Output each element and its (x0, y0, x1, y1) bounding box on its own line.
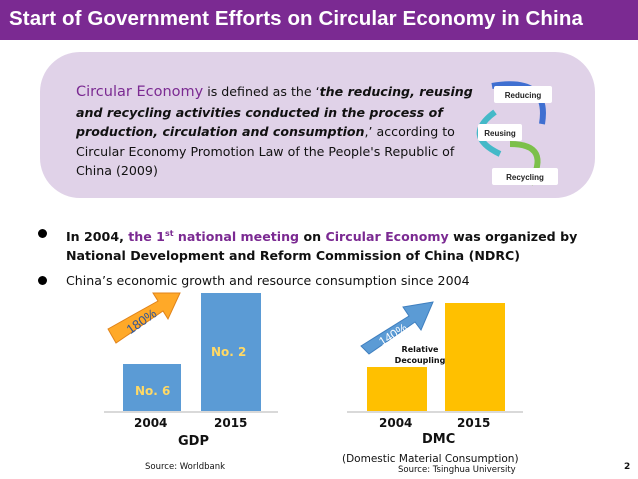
dmc-bar-2004 (367, 367, 427, 411)
gdp-tick-2004: 2004 (134, 416, 168, 430)
dmc-tick-2004: 2004 (379, 416, 413, 430)
definition-lead: is defined as the ‘ (203, 84, 320, 99)
gdp-bar-2015 (201, 293, 261, 411)
relative-decoupling-note: Relative Decoupling (385, 344, 455, 366)
gdp-bar-label-2004: No. 6 (135, 384, 171, 398)
bullet-growth: China’s economic growth and resource con… (36, 271, 616, 290)
gdp-tick-2015: 2015 (214, 416, 248, 430)
bullet-dot (38, 229, 47, 238)
bullet-1-text: In 2004, (66, 229, 129, 245)
bullet-ndrc-meeting: In 2004, the 1st national meeting on Cir… (36, 224, 616, 265)
bullet-2-text: China’s economic growth and resource con… (66, 273, 470, 289)
decoupling-line-1: Relative (401, 345, 439, 354)
gdp-title: GDP (178, 434, 209, 449)
gdp-axis (104, 411, 278, 413)
bullet-1-term: Circular Economy (325, 229, 449, 245)
decoupling-line-2: Decoupling (394, 356, 446, 365)
definition-text: Circular Economy is defined as the ‘the … (76, 82, 476, 181)
dmc-growth-arrow: 140% (360, 301, 434, 355)
dmc-title: DMC (422, 432, 456, 447)
gdp-growth-arrow: 180% (107, 292, 181, 344)
slide-title: Start of Government Efforts on Circular … (9, 7, 583, 30)
definition-quote: the reducing, reusing and recycling acti… (76, 84, 473, 140)
cycle-label-reusing: Reusing (484, 129, 516, 138)
gdp-bar-label-2015: No. 2 (211, 345, 247, 359)
cycle-label-recycling: Recycling (506, 173, 544, 182)
dmc-source: Source: Tsinghua University (398, 465, 516, 475)
cycle-label-reducing: Reducing (505, 91, 542, 100)
bullet-1-highlight: the 1st national meeting (128, 229, 300, 245)
dmc-axis (347, 411, 523, 413)
bullet-list: In 2004, the 1st national meeting on Cir… (36, 224, 616, 296)
definition-term: Circular Economy (76, 84, 204, 100)
bullet-dot (38, 276, 47, 286)
gdp-bar-2004 (123, 364, 181, 411)
dmc-subtitle: (Domestic Material Consumption) (342, 453, 519, 465)
title-bar: Start of Government Efforts on Circular … (0, 0, 638, 40)
gdp-source: Source: Worldbank (145, 462, 226, 472)
three-r-cycle-diagram: Reducing Reusing Recycling (476, 81, 558, 186)
page-number: 2 (624, 462, 631, 472)
definition-tail: ,’ according to Circular Economy Promoti… (76, 124, 455, 179)
dmc-tick-2015: 2015 (457, 416, 491, 430)
dmc-bar-2015 (445, 303, 505, 411)
